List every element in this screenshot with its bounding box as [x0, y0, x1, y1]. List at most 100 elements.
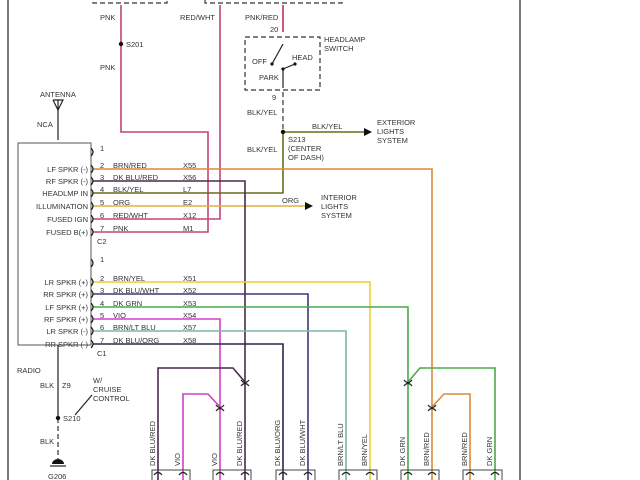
label-red-wht: RED/WHT [180, 13, 215, 22]
cruise-note-1: W/ [93, 376, 103, 385]
speaker-wire-label: VIO [173, 453, 182, 466]
connector-pin-icon [490, 471, 500, 476]
switch-off-contact [270, 62, 274, 66]
speaker-wire-label: DK BLU/ORG [273, 420, 282, 466]
pin-number: 5 [100, 311, 104, 320]
speaker-wire-label: BRN/YEL [360, 434, 369, 466]
label-s213-loc-2: OF DASH) [288, 153, 324, 162]
switch-head-contact [293, 62, 297, 66]
inline-connector-icon [403, 379, 413, 387]
pin-circuit: L7 [183, 185, 191, 194]
label-pnk-mid: PNK [100, 63, 115, 72]
pin-circuit: X52 [183, 286, 196, 295]
speaker-wire-label: BRN/RED [422, 432, 431, 466]
speaker-wire-label: VIO [210, 453, 219, 466]
radio-pins: 1 LF SPKR (-) 2 BRN/RED X55 RF SPKR (-) 3 DK BL… [36, 144, 196, 349]
pin-number: 6 [100, 211, 104, 220]
cruise-note-2: CRUISE [93, 385, 121, 394]
splice-s210 [55, 415, 61, 421]
antenna-nca: NCA [37, 120, 53, 129]
label-pnk-red: PNK/RED [245, 13, 279, 22]
splice-s213 [280, 129, 286, 135]
pin-number: 4 [100, 185, 104, 194]
exterior-lights-2: LIGHTS [377, 127, 404, 136]
exterior-lights-1: EXTERIOR [377, 118, 416, 127]
speaker-connector [151, 469, 191, 480]
pin-wire-color: BRN/RED [113, 161, 147, 170]
label-pin-9: 9 [272, 93, 276, 102]
ground-blk-2: BLK [40, 437, 54, 446]
pin-number: 7 [100, 224, 104, 233]
speaker-connectors: DK BLU/RED VIO VIO DK BLU/RED DK BLU/ORG DK B… [148, 379, 503, 480]
pin-bracket-icon [90, 289, 94, 299]
pin-circuit: X54 [183, 311, 196, 320]
ground-icon [52, 459, 64, 464]
pin-circuit: M1 [183, 224, 193, 233]
label-blk-yel-upper: BLK/YEL [247, 108, 277, 117]
pin-number: 1 [100, 255, 104, 264]
inline-connector-icon [240, 379, 250, 387]
wire-brn-yel [93, 281, 371, 480]
pin-number: 2 [100, 161, 104, 170]
pin-number: 5 [100, 198, 104, 207]
top-component-left [92, 0, 168, 4]
pin-bracket-icon [90, 339, 94, 349]
speaker-wire-label: DK BLU/RED [235, 420, 244, 466]
label-pin-20: 20 [270, 25, 278, 34]
switch-label-off: OFF [252, 57, 267, 66]
ground-z9: Z9 [62, 381, 71, 390]
speaker-connector [275, 469, 316, 480]
pin-number: 3 [100, 286, 104, 295]
connector-pin-icon [365, 471, 375, 476]
inline-connector-icon [427, 404, 437, 412]
pin-number: 1 [100, 144, 104, 153]
wire-brn-lt-blu [93, 330, 347, 480]
wire-brn-red [93, 168, 433, 480]
wire-brn-red-branch [431, 393, 471, 480]
pin-circuit: X51 [183, 274, 196, 283]
pin-bracket-icon [90, 302, 94, 312]
speaker-wire-label: DK GRN [485, 437, 494, 466]
cruise-note-arrow-icon [74, 394, 93, 416]
pin-wire-color: DK GRN [113, 299, 142, 308]
pin-wire-color: RED/WHT [113, 211, 148, 220]
headlamp-switch-title-1: HEADLAMP [324, 35, 365, 44]
wire-dk-blu-red [93, 180, 246, 480]
pin-number: 2 [100, 274, 104, 283]
ground-blk-1: BLK [40, 381, 54, 390]
pin-function: RR SPKR (+) [43, 290, 88, 299]
pin-function: ILLUMINATION [36, 202, 88, 211]
pin-bracket-icon [90, 326, 94, 336]
connector-pin-icon [240, 471, 250, 476]
pin-bracket-icon [90, 227, 94, 237]
pin-bracket-icon [90, 201, 94, 211]
switch-contact-icon [282, 63, 296, 70]
pin-function: LR SPKR (+) [44, 278, 88, 287]
pin-wire-color: VIO [113, 311, 126, 320]
connector-c2-label: C2 [97, 237, 107, 246]
pin-circuit: X55 [183, 161, 196, 170]
interior-lights-1: INTERIOR [321, 193, 357, 202]
speaker-wire-label: DK GRN [398, 437, 407, 466]
label-pnk-top: PNK [100, 13, 115, 22]
splice-s201 [118, 41, 124, 47]
pin-bracket-icon [90, 147, 94, 157]
pin-bracket-icon [90, 314, 94, 324]
connector-pin-icon [427, 471, 437, 476]
wire-dk-grn [93, 306, 409, 480]
pin-circuit: X57 [183, 323, 196, 332]
pin-function: HEADLMP IN [42, 189, 88, 198]
speaker-connector [338, 469, 378, 480]
speaker-connector [212, 469, 252, 480]
switch-label-head: HEAD [292, 53, 313, 62]
switch-blade-icon [271, 43, 284, 65]
pin-bracket-icon [90, 188, 94, 198]
speaker-wire-label: BRN/RED [460, 432, 469, 466]
pin-wire-color: DK BLU/WHT [113, 286, 160, 295]
pin-wire-color: ORG [113, 198, 130, 207]
switch-park-contact [281, 67, 285, 71]
headlamp-switch: HEADLAMP SWITCH OFF HEAD PARK [244, 35, 365, 91]
pin-bracket-icon [90, 277, 94, 287]
arrow-interior-icon [305, 202, 313, 210]
pin-function: LR SPKR (-) [46, 327, 88, 336]
